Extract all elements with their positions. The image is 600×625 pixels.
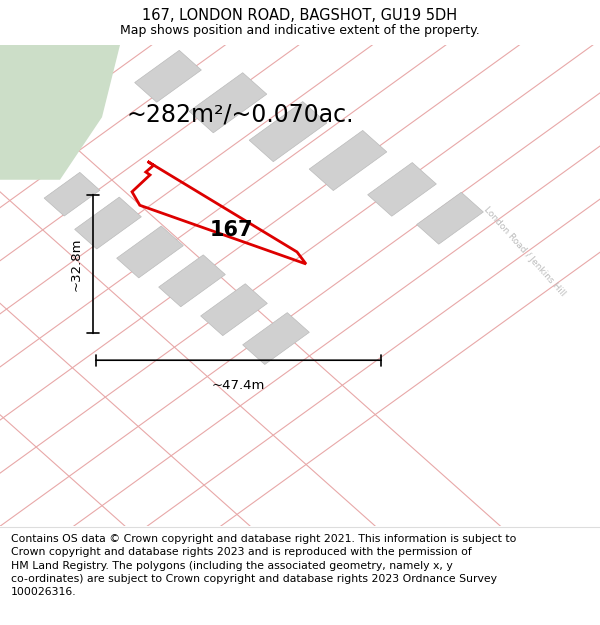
Text: Contains OS data © Crown copyright and database right 2021. This information is : Contains OS data © Crown copyright and d…: [11, 534, 516, 597]
Polygon shape: [0, 45, 120, 180]
Polygon shape: [158, 255, 226, 307]
Polygon shape: [416, 192, 484, 244]
Text: ~47.4m: ~47.4m: [212, 379, 265, 392]
Text: ~32.8m: ~32.8m: [70, 238, 83, 291]
Polygon shape: [116, 226, 184, 278]
Text: Map shows position and indicative extent of the property.: Map shows position and indicative extent…: [120, 24, 480, 37]
Polygon shape: [74, 197, 142, 249]
Polygon shape: [200, 284, 268, 336]
Text: 167, LONDON ROAD, BAGSHOT, GU19 5DH: 167, LONDON ROAD, BAGSHOT, GU19 5DH: [142, 8, 458, 23]
Polygon shape: [249, 102, 327, 162]
Text: 167: 167: [209, 220, 253, 240]
Polygon shape: [44, 173, 100, 216]
Polygon shape: [309, 131, 387, 191]
Polygon shape: [242, 312, 310, 364]
Text: ~282m²/~0.070ac.: ~282m²/~0.070ac.: [126, 102, 354, 127]
Polygon shape: [189, 72, 267, 132]
Polygon shape: [134, 51, 202, 102]
Polygon shape: [368, 162, 436, 216]
Text: London Road / Jenkins Hill: London Road / Jenkins Hill: [482, 206, 568, 299]
